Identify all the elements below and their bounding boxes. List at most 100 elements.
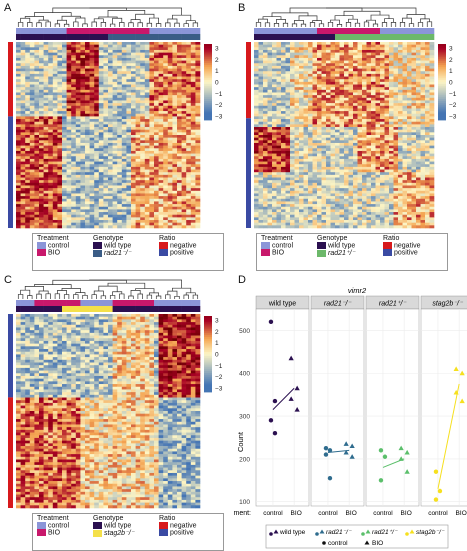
heatmap-cell [121,108,127,112]
heatmap-cell [135,158,141,162]
heatmap-cell [172,87,178,91]
heatmap-cell [389,79,394,83]
heatmap-cell [98,84,104,88]
heatmap-cell [312,95,318,99]
heatmap-cell [339,153,345,157]
genotype-bar [294,34,300,40]
heatmap-cell [416,68,421,72]
heatmap-cell [108,103,113,107]
heatmap-cell [126,190,132,194]
heatmap-cell [48,55,54,59]
heatmap-cell [172,71,178,75]
heatmap-cell [126,124,132,128]
heatmap-cell [29,206,35,210]
heatmap-cell [393,52,399,56]
heatmap-cell [158,190,164,194]
heatmap-cell [75,52,81,56]
heatmap-cell [98,42,104,45]
heatmap-cell [144,119,150,123]
heatmap-cell [393,119,399,123]
heatmap-cell [308,73,313,77]
heatmap-cell [80,49,86,53]
heatmap-cell [16,204,21,208]
heatmap-cell [85,87,90,91]
heatmap-cell [272,156,277,160]
heatmap-cell [429,57,435,61]
heatmap-cell [281,92,286,96]
heatmap-cell [366,153,372,157]
heatmap-cell [303,153,309,157]
heatmap-cell [276,164,282,168]
heatmap-cell [190,222,196,226]
heatmap-cell [121,49,127,53]
heatmap-cell [121,153,127,157]
heatmap-cell [154,95,159,99]
heatmap-cell [71,68,77,72]
heatmap-cell [290,113,295,117]
heatmap-cell [272,89,277,93]
heatmap-cell [330,49,336,53]
heatmap-cell [375,100,381,104]
heatmap-cell [39,105,44,109]
heatmap-cell [366,79,372,83]
heatmap-cell [420,156,426,160]
heatmap-cell [330,100,336,104]
heatmap-cell [308,89,313,93]
heatmap-cell [71,169,77,173]
heatmap-cell [411,113,417,117]
heatmap-cell [29,177,35,181]
heatmap-cell [366,129,372,133]
heatmap-cell [254,60,259,64]
heatmap-cell [135,145,141,149]
heatmap-cell [71,49,77,53]
heatmap-cell [140,100,146,104]
heatmap-cell [308,127,313,130]
heatmap-cell [308,103,313,107]
heatmap-cell [339,57,345,61]
heatmap-cells-b [254,42,435,229]
heatmap-cell [330,129,336,133]
heatmap-cell [384,73,390,77]
panel-a: A 3 2 1 0 −1 −2 −3 Treatment control BIO Genot… [0,0,233,271]
heatmap-cell [71,185,77,189]
heatmap-cell [411,52,417,56]
heatmap-cell [177,108,182,112]
treatment-bar [181,28,187,34]
heatmap-cell [158,212,164,216]
heatmap-cell [48,204,54,208]
heatmap-cell [339,132,345,136]
heatmap-cell [16,44,21,48]
heatmap-cell [335,103,340,107]
heatmap-cell [98,52,104,56]
heatmap-cell [75,63,81,67]
heatmap-cell [43,47,49,51]
heatmap-cell [285,166,291,170]
heatmap-cell [71,164,77,168]
heatmap-cell [281,95,286,99]
heatmap-cell [186,97,192,101]
heatmap-cell [362,105,367,109]
heatmap-cell [98,73,104,77]
heatmap-cell [126,220,132,223]
heatmap-cell [75,193,81,197]
heatmap-cell [112,172,118,176]
heatmap-cell [121,73,127,77]
heatmap-cell [29,190,35,194]
heatmap-cell [299,142,304,146]
heatmap-cell [407,164,412,168]
heatmap-cell [348,81,354,85]
heatmap-cell [52,87,58,91]
heatmap-cell [402,103,408,107]
heatmap-cell [85,180,90,184]
heatmap-cell [263,60,268,64]
heatmap-cell [384,60,390,64]
heatmap-cell [154,201,159,205]
heatmap-cell [353,42,358,45]
heatmap-cell [258,71,264,75]
heatmap-cell [43,204,49,208]
heatmap-cell [16,164,21,168]
heatmap-cell [98,47,104,51]
heatmap-cell [167,95,173,99]
heatmap-cell [267,119,273,123]
heatmap-cell [429,116,435,120]
